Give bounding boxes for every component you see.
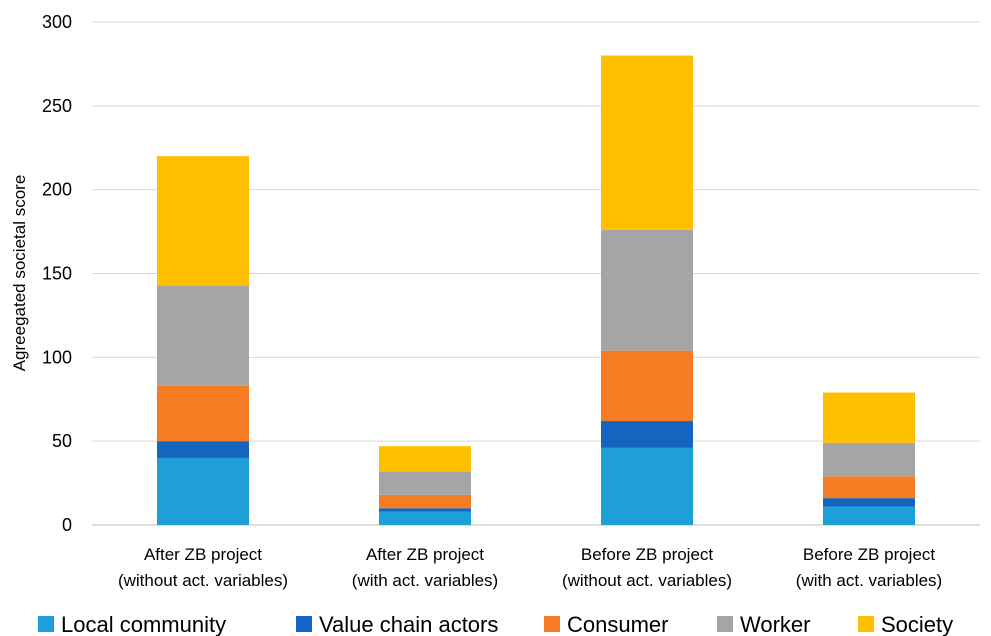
bar-segment <box>157 156 249 286</box>
legend-label: Local community <box>61 612 226 636</box>
bar-segment <box>379 446 471 472</box>
legend-swatch <box>717 616 733 632</box>
x-category-label: Before ZB project <box>581 545 714 564</box>
x-category-label: (with act. variables) <box>796 571 942 590</box>
x-axis-labels: After ZB project (without act. variables)… <box>118 545 942 590</box>
legend-label: Society <box>881 612 953 636</box>
y-tick-label: 100 <box>42 347 72 367</box>
bars <box>157 55 915 525</box>
y-tick-label: 300 <box>42 12 72 32</box>
y-tick-label: 150 <box>42 264 72 284</box>
bar-segment <box>379 511 471 525</box>
legend-swatch <box>544 616 560 632</box>
bar-segment <box>379 471 471 495</box>
y-axis-label: Agreegated societal score <box>10 175 29 372</box>
x-category-label: Before ZB project <box>803 545 936 564</box>
bar-segment <box>601 229 693 351</box>
y-tick-label: 50 <box>52 431 72 451</box>
bar-segment <box>157 441 249 458</box>
y-axis-ticks: 0 50 100 150 200 250 300 <box>42 12 72 535</box>
bar-segment <box>601 350 693 422</box>
bar-segment <box>157 285 249 386</box>
legend: Local community Value chain actors Consume… <box>38 612 953 636</box>
legend-swatch <box>38 616 54 632</box>
bar-segment <box>157 385 249 442</box>
bar-segment <box>157 457 249 525</box>
x-category-label: After ZB project <box>366 545 484 564</box>
bar-segment <box>823 506 915 525</box>
bar-segment <box>823 498 915 507</box>
x-category-label: (without act. variables) <box>562 571 732 590</box>
legend-label: Value chain actors <box>319 612 498 636</box>
legend-swatch <box>858 616 874 632</box>
legend-label: Worker <box>740 612 811 636</box>
bar-segment <box>823 392 915 443</box>
bar-segment <box>379 494 471 509</box>
x-category-label: (with act. variables) <box>352 571 498 590</box>
y-tick-label: 0 <box>62 515 72 535</box>
bar-segment <box>379 508 471 512</box>
bar-segment <box>823 476 915 499</box>
legend-swatch <box>296 616 312 632</box>
bar-segment <box>601 421 693 448</box>
y-tick-label: 200 <box>42 180 72 200</box>
bar-segment <box>601 447 693 525</box>
bar-segment <box>823 442 915 477</box>
bar-segment <box>601 55 693 230</box>
y-tick-label: 250 <box>42 96 72 116</box>
x-category-label: After ZB project <box>144 545 262 564</box>
legend-label: Consumer <box>567 612 668 636</box>
x-category-label: (without act. variables) <box>118 571 288 590</box>
